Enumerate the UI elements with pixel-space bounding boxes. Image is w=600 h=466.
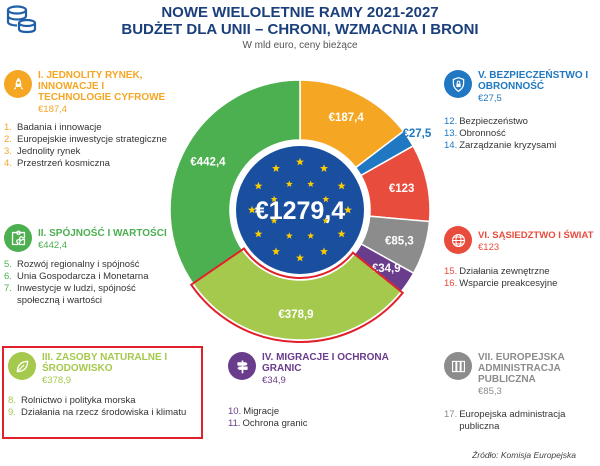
heading-block-1: I. JEDNOLITY RYNEK, INNOWACJE I TECHNOLO… xyxy=(4,70,174,170)
slice-ii-spojnosc-i-wartosci xyxy=(169,79,301,285)
eu-star-icon xyxy=(270,217,278,224)
eu-star-icon xyxy=(296,157,304,166)
center-total-label: €1279,4 xyxy=(255,197,345,225)
item-list: 5. Rozwój regionalny i spójność 6. Unia Go… xyxy=(4,259,174,307)
title-line-2: BUDŻET DLA UNII – CHRONI, WZMACNIA I BRO… xyxy=(121,21,479,38)
list-item: 4. Przestrzeń kosmiczna xyxy=(4,158,110,169)
heading-block-6: VI. SĄSIEDZTWO I ŚWIAT €123 15. Działania… xyxy=(444,226,596,290)
list-item: 15. Działania zewnętrzne xyxy=(444,266,550,277)
signpost-icon xyxy=(228,352,256,380)
heading-name: IV. MIGRACJE I OCHRONA GRANIC xyxy=(262,352,389,374)
eu-star-icon xyxy=(307,180,315,188)
eu-star-icon xyxy=(296,253,304,262)
source-note: Źródło: Komisja Europejska xyxy=(472,450,576,460)
eu-star-icon xyxy=(337,229,346,238)
eu-star-icon xyxy=(248,205,256,214)
eu-star-icon xyxy=(272,247,280,255)
item-list: 8. Rolnictwo i polityka morska 9. Działani… xyxy=(8,395,198,419)
list-item: 17. Europejska administracja publiczna xyxy=(444,409,566,432)
shield-lock-icon xyxy=(444,70,472,98)
list-item: 2. Europejskie inwestycje strategiczne xyxy=(4,134,167,145)
list-item: 12. Bezpieczeństwo xyxy=(444,116,528,127)
heading-amount: €442,4 xyxy=(38,240,68,251)
globe-icon xyxy=(444,226,472,254)
list-item: 11. Ochrona granic xyxy=(228,418,308,429)
budget-donut-chart: €1279,4 €187,4 €27,5 €123 €85,3 €34,9 €378,9 €… xyxy=(169,79,432,343)
heading-block-7: VII. EUROPEJSKA ADMINISTRACJA PUBLICZNA … xyxy=(444,352,596,433)
list-item: 1. Badania i innowacje xyxy=(4,122,102,133)
puzzle-icon xyxy=(4,224,32,252)
heading-block-5: V. BEZPIECZEŃSTWO I OBRONNOŚĆ €27,5 12. B… xyxy=(444,70,594,152)
eu-star-icon xyxy=(322,195,330,203)
slice-value-label: €123 xyxy=(389,183,415,195)
slice-iii-zasoby-naturalne-i-srodowisko xyxy=(191,248,403,341)
list-item: 7. Inwestycje w ludzi, spójność społeczną… xyxy=(4,283,136,306)
heading-name: III. ZASOBY NATURALNE I ŚRODOWISKO xyxy=(42,352,168,374)
eu-star-icon xyxy=(322,217,330,224)
heading-block-4: IV. MIGRACJE I OCHRONA GRANIC €34,9 10. M… xyxy=(228,352,408,430)
item-list: 15. Działania zewnętrzne 16. Wsparcie prea… xyxy=(444,266,596,290)
eu-star-icon xyxy=(307,232,315,239)
eu-star-icon xyxy=(254,181,263,190)
eu-star-icon xyxy=(285,232,293,239)
heading-name: I. JEDNOLITY RYNEK, INNOWACJE I TECHNOLO… xyxy=(38,70,166,103)
heading-amount: €27,5 xyxy=(478,93,502,104)
leaf-icon xyxy=(8,352,36,380)
heading-amount: €123 xyxy=(478,242,500,253)
heading-name: V. BEZPIECZEŃSTWO I OBRONNOŚĆ xyxy=(478,70,589,92)
coin-stack-logo xyxy=(6,5,37,34)
eu-star-icon xyxy=(320,164,328,172)
heading-amount: €85,3 xyxy=(478,386,502,397)
rocket-icon xyxy=(4,70,32,98)
heading-name: VI. SĄSIEDZTWO I ŚWIAT xyxy=(478,230,594,241)
item-list: 12. Bezpieczeństwo 13. Obronność 14. Zarząd… xyxy=(444,116,594,152)
list-item: 14. Zarządzanie kryzysami xyxy=(444,140,557,151)
heading-block-3: III. ZASOBY NATURALNE I ŚRODOWISKO €378,… xyxy=(8,352,198,419)
eu-star-icon xyxy=(270,195,278,203)
heading-block-2: II. SPÓJNOŚĆ I WARTOŚCI €442,4 5. Rozwój … xyxy=(4,224,174,307)
binders-icon xyxy=(444,352,472,380)
slice-value-label: €34,9 xyxy=(372,263,401,275)
eu-star-icon xyxy=(320,247,328,255)
slice-value-label: €378,9 xyxy=(278,309,313,321)
eu-star-icon xyxy=(344,205,352,214)
highlight-frame xyxy=(2,346,203,439)
eu-star-icon xyxy=(337,181,346,190)
item-list: 17. Europejska administracja publiczna xyxy=(444,409,596,433)
heading-amount: €378,9 xyxy=(42,375,72,386)
eu-star-icon xyxy=(285,180,293,188)
slice-value-label: €187,4 xyxy=(329,112,365,124)
title-line-1: NOWE WIELOLETNIE RAMY 2021-2027 xyxy=(161,4,439,21)
heading-amount: €187,4 xyxy=(38,104,68,115)
list-item: 13. Obronność xyxy=(444,128,506,139)
list-item: 5. Rozwój regionalny i spójność xyxy=(4,259,140,270)
list-item: 16. Wsparcie preakcesyjne xyxy=(444,278,558,289)
list-item: 9. Działania na rzecz środowiska i klimat… xyxy=(8,407,187,418)
list-item: 6. Unia Gospodarcza i Monetarna xyxy=(4,271,149,282)
slice-value-label: €27,5 xyxy=(402,128,431,140)
eu-star-icon xyxy=(272,164,280,172)
list-item: 8. Rolnictwo i polityka morska xyxy=(8,395,136,406)
list-item: 10. Migracje xyxy=(228,406,280,417)
list-item: 3. Jednolity rynek xyxy=(4,146,81,157)
eu-center-circle: €1279,4 xyxy=(232,142,368,278)
item-list: 1. Badania i innowacje 2. Europejskie inwe… xyxy=(4,122,174,170)
item-list: 10. Migracje 11. Ochrona granic xyxy=(228,406,408,430)
slice-value-label: €85,3 xyxy=(385,236,414,248)
subtitle: W mld euro, ceny bieżące xyxy=(242,40,358,51)
slice-value-label: €442,4 xyxy=(190,157,226,169)
eu-star-icon xyxy=(254,229,263,238)
heading-amount: €34,9 xyxy=(262,375,286,386)
heading-name: VII. EUROPEJSKA ADMINISTRACJA PUBLICZNA xyxy=(478,352,565,385)
slice-highlight-outline xyxy=(189,247,405,343)
heading-name: II. SPÓJNOŚĆ I WARTOŚCI xyxy=(38,228,167,239)
